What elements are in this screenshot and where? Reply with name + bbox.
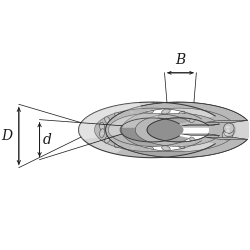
Polygon shape: [182, 124, 220, 126]
Ellipse shape: [106, 120, 109, 122]
Ellipse shape: [131, 112, 134, 113]
Ellipse shape: [164, 110, 167, 112]
Ellipse shape: [128, 145, 137, 150]
Ellipse shape: [224, 126, 234, 137]
Polygon shape: [78, 102, 250, 158]
Polygon shape: [108, 114, 189, 146]
Ellipse shape: [147, 110, 150, 111]
Text: d: d: [42, 133, 51, 147]
Ellipse shape: [100, 126, 103, 128]
Text: B: B: [175, 53, 186, 67]
Ellipse shape: [177, 111, 185, 117]
Polygon shape: [206, 120, 248, 122]
Polygon shape: [78, 102, 142, 140]
Polygon shape: [182, 134, 220, 136]
Polygon shape: [206, 137, 248, 140]
Ellipse shape: [145, 146, 154, 152]
Ellipse shape: [120, 118, 184, 142]
Ellipse shape: [100, 129, 104, 138]
Ellipse shape: [162, 146, 170, 151]
Ellipse shape: [117, 144, 120, 145]
Ellipse shape: [224, 123, 234, 133]
Ellipse shape: [224, 132, 228, 135]
Ellipse shape: [192, 118, 194, 119]
Text: D: D: [2, 129, 13, 143]
Ellipse shape: [190, 137, 196, 145]
Polygon shape: [120, 118, 210, 128]
Ellipse shape: [131, 147, 134, 148]
Ellipse shape: [162, 109, 170, 114]
Ellipse shape: [226, 126, 230, 129]
Polygon shape: [135, 114, 220, 146]
Ellipse shape: [116, 115, 119, 116]
Ellipse shape: [100, 122, 104, 131]
Ellipse shape: [145, 108, 154, 113]
Ellipse shape: [165, 148, 168, 149]
Ellipse shape: [222, 130, 232, 140]
Ellipse shape: [148, 149, 151, 150]
Ellipse shape: [177, 142, 185, 149]
Ellipse shape: [114, 112, 122, 119]
Ellipse shape: [105, 116, 111, 125]
Ellipse shape: [114, 141, 122, 148]
Ellipse shape: [180, 145, 183, 146]
Ellipse shape: [190, 115, 196, 123]
Ellipse shape: [192, 140, 195, 141]
Polygon shape: [94, 108, 236, 152]
Ellipse shape: [106, 139, 109, 140]
Ellipse shape: [128, 109, 137, 115]
Ellipse shape: [180, 113, 182, 114]
Ellipse shape: [100, 133, 103, 134]
Ellipse shape: [105, 135, 111, 143]
Polygon shape: [78, 102, 215, 158]
Polygon shape: [108, 114, 159, 136]
Ellipse shape: [226, 129, 230, 132]
Polygon shape: [115, 149, 188, 158]
Polygon shape: [106, 102, 248, 158]
